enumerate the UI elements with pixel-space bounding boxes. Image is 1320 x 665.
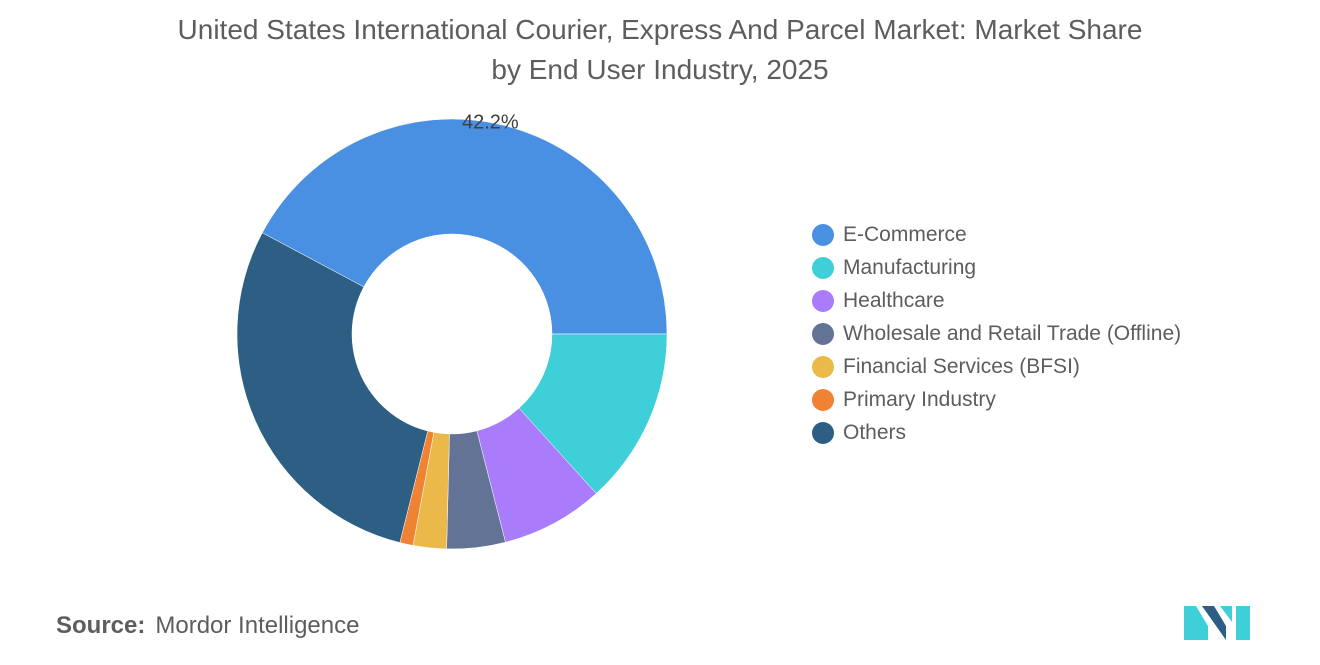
legend-label: Wholesale and Retail Trade (Offline) — [843, 321, 1182, 345]
data-label-e-commerce: 42.2% — [462, 112, 519, 134]
legend-swatch — [812, 388, 834, 411]
legend-item-manufacturing: Manufacturing — [812, 251, 1181, 284]
legend-swatch — [812, 256, 834, 279]
source-label: Source: — [56, 612, 146, 639]
source-note: Source: Mordor Intelligence — [56, 612, 359, 640]
legend-label: Healthcare — [843, 288, 945, 312]
legend-item-e-commerce: E-Commerce — [812, 218, 1181, 251]
chart-title-line-1: United States International Courier, Exp… — [177, 14, 1143, 45]
source-value: Mordor Intelligence — [155, 612, 360, 639]
chart-legend: E-Commerce Manufacturing Healthcare Wholesa… — [812, 218, 1181, 449]
legend-item-financial-services-bfsi: Financial Services (BFSI) — [812, 350, 1181, 383]
legend-label: Manufacturing — [843, 255, 977, 279]
legend-label: Others — [843, 420, 907, 444]
legend-item-healthcare: Healthcare — [812, 284, 1181, 317]
legend-swatch — [812, 322, 834, 345]
chart-title-line-2: by End User Industry, 2025 — [491, 54, 829, 85]
legend-label: E-Commerce — [843, 222, 967, 246]
slice-e-commerce — [261, 118, 668, 335]
chart-title: United States International Courier, Exp… — [0, 10, 1320, 90]
legend-swatch — [812, 289, 834, 312]
legend-item-primary-industry: Primary Industry — [812, 383, 1181, 416]
legend-label: Financial Services (BFSI) — [843, 354, 1080, 378]
legend-label: Primary Industry — [843, 387, 996, 411]
legend-item-wholesale-and-retail-trade-offline: Wholesale and Retail Trade (Offline) — [812, 317, 1181, 350]
mordor-intelligence-logo-icon — [1184, 606, 1250, 640]
legend-swatch — [812, 421, 834, 444]
legend-item-others: Others — [812, 416, 1181, 449]
slice-others — [236, 232, 429, 543]
legend-swatch — [812, 355, 834, 378]
legend-swatch — [812, 223, 834, 246]
